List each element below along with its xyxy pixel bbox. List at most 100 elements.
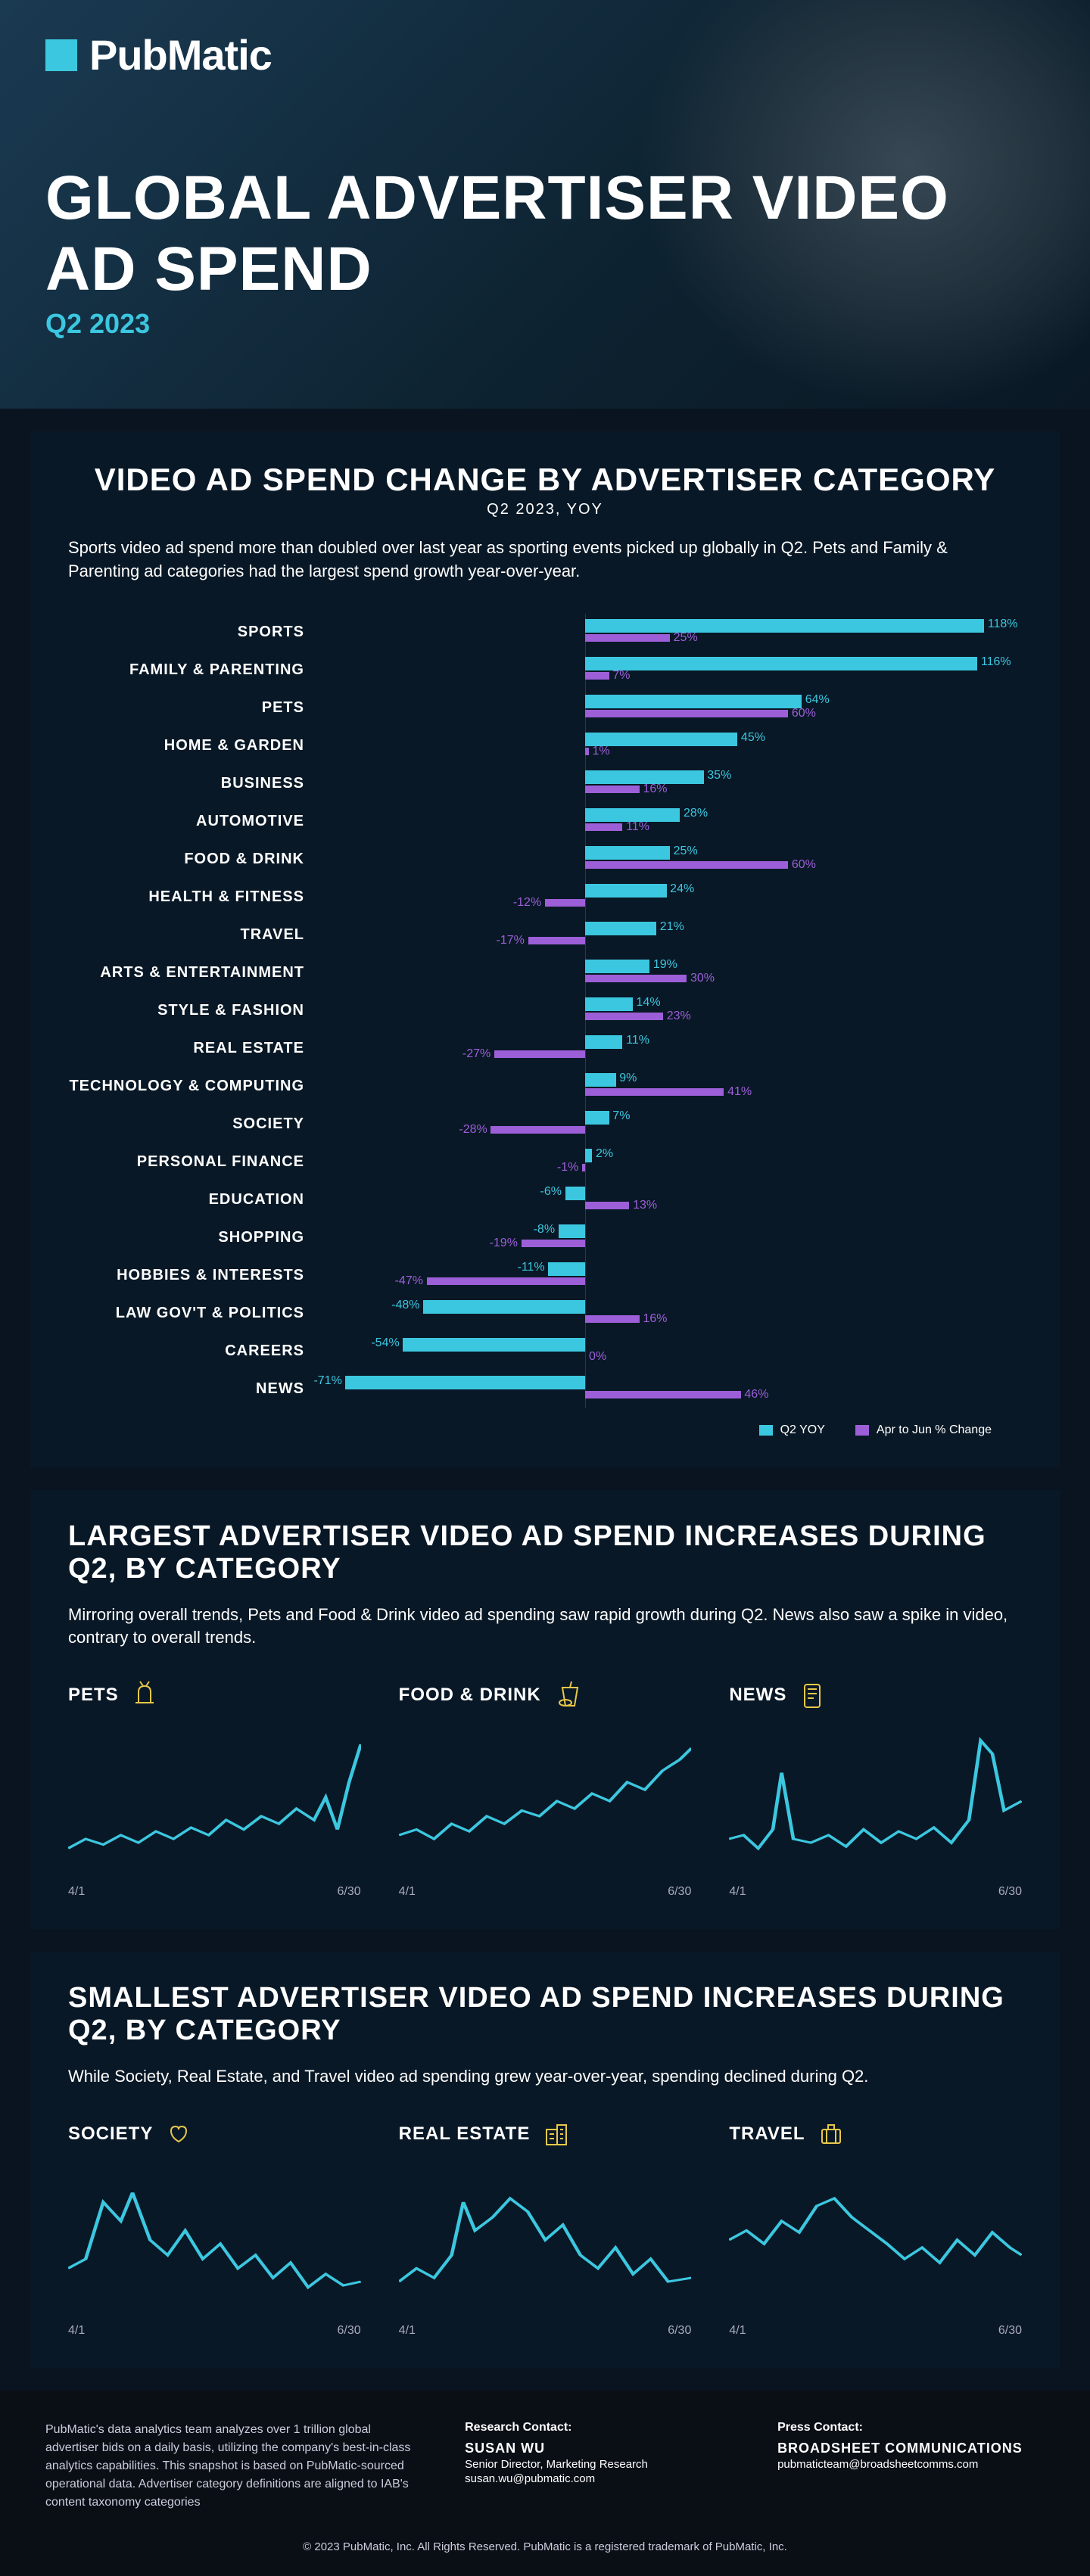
footer: PubMatic's data analytics team analyzes …	[0, 2391, 1090, 2527]
bar-value: 116%	[981, 655, 1011, 669]
bar-q	[585, 1315, 639, 1323]
bar-label: TRAVEL	[68, 926, 318, 944]
bar-value: 30%	[690, 972, 715, 985]
bar-value: -8%	[534, 1223, 555, 1237]
bar-q	[522, 1240, 586, 1247]
bar-label: AUTOMOTIVE	[68, 813, 318, 830]
bar-q	[494, 1050, 586, 1058]
bar-q	[585, 1088, 724, 1096]
bar-row: BUSINESS35%16%	[68, 765, 1022, 803]
bar-area: 24%-12%	[318, 879, 1022, 916]
bar-row: AUTOMOTIVE28%11%	[68, 803, 1022, 841]
sparkline: FOOD & DRINK 4/16/30	[399, 1680, 692, 1899]
bar-area: -6%13%	[318, 1181, 1022, 1219]
bar-chart-panel: VIDEO AD SPEND CHANGE BY ADVERTISER CATE…	[30, 431, 1060, 1467]
bar-q	[585, 823, 622, 831]
bar-row: NEWS-71%46%	[68, 1370, 1022, 1408]
bar-yoy	[585, 1073, 615, 1087]
bar-value: 25%	[674, 631, 698, 645]
bar-yoy	[403, 1338, 585, 1352]
sparkline-header: FOOD & DRINK	[399, 1680, 692, 1710]
bar-row: EDUCATION-6%13%	[68, 1181, 1022, 1219]
bar-value: 11%	[626, 1034, 649, 1047]
legend-swatch-cyan	[759, 1425, 773, 1436]
bar-label: HOME & GARDEN	[68, 737, 318, 754]
bar-chart-subtitle: Q2 2023, YOY	[68, 501, 1022, 518]
sparkline-dates: 4/16/30	[729, 2324, 1022, 2338]
logo: PubMatic	[45, 30, 1045, 79]
sparkline-dates: 4/16/30	[399, 1885, 692, 1899]
footer-press-name: BROADSHEET COMMUNICATIONS	[777, 2441, 1045, 2456]
building-icon	[540, 2119, 571, 2149]
footer-press: Press Contact: BROADSHEET COMMUNICATIONS…	[777, 2421, 1045, 2512]
legend-label-q: Apr to Jun % Change	[877, 1423, 992, 1437]
bar-value: 2%	[596, 1147, 613, 1161]
sparkline-name: TRAVEL	[729, 2123, 805, 2145]
bar-label: LAW GOV'T & POLITICS	[68, 1305, 318, 1322]
sparkline-header: REAL ESTATE	[399, 2119, 692, 2149]
bar-yoy	[548, 1262, 585, 1276]
bar-area: 45% 1%	[318, 727, 1022, 765]
bar-area: 64%60%	[318, 689, 1022, 727]
bar-q	[585, 975, 687, 982]
bar-value: 1%	[593, 745, 610, 758]
sparkline: PETS4/16/30	[68, 1680, 361, 1899]
bar-row: FOOD & DRINK25%60%	[68, 841, 1022, 879]
bar-value: -48%	[391, 1299, 419, 1312]
legend: Q2 YOY Apr to Jun % Change	[68, 1423, 1022, 1437]
bar-yoy	[585, 846, 670, 860]
bar-value: 41%	[727, 1085, 752, 1099]
sparkline: NEWS4/16/30	[729, 1680, 1022, 1899]
bar-label: PETS	[68, 699, 318, 717]
logo-text: PubMatic	[89, 30, 272, 79]
sparkline-header: TRAVEL	[729, 2119, 1022, 2149]
bar-value: 60%	[792, 707, 816, 720]
sparkline-row-largest: PETS4/16/30FOOD & DRINK4/16/30NEWS4/16/3…	[68, 1680, 1022, 1899]
bar-area: 2%-1%	[318, 1143, 1022, 1181]
bar-q	[585, 1391, 740, 1398]
bar-area: 7%-28%	[318, 1106, 1022, 1143]
bar-value: -17%	[497, 934, 525, 947]
bar-yoy	[585, 1035, 622, 1049]
bar-area: 19%30%	[318, 954, 1022, 992]
legend-item-yoy: Q2 YOY	[759, 1423, 825, 1437]
bar-row: SHOPPING-8%-19%	[68, 1219, 1022, 1257]
bar-yoy	[559, 1224, 586, 1238]
bar-row: HOBBIES & INTERESTS-11%-47%	[68, 1257, 1022, 1295]
bar-q	[427, 1277, 586, 1285]
bar-value: 7%	[612, 1109, 630, 1123]
bar-label: STYLE & FASHION	[68, 1002, 318, 1019]
footer-research-name: SUSAN WU	[465, 2441, 732, 2456]
bar-value: 45%	[741, 731, 765, 745]
bar-yoy	[585, 1111, 609, 1125]
bar-q	[585, 786, 639, 793]
sparkline-header: SOCIETY	[68, 2119, 361, 2149]
bar-value: 13%	[633, 1199, 657, 1212]
smallest-panel: SMALLEST ADVERTISER VIDEO AD SPEND INCRE…	[30, 1952, 1060, 2368]
bar-row: STYLE & FASHION14%23%	[68, 992, 1022, 1030]
bar-value: 16%	[643, 1312, 667, 1326]
bar-yoy	[585, 960, 649, 973]
bar-q	[585, 1202, 629, 1209]
sparkline-dates: 4/16/30	[729, 1885, 1022, 1899]
bar-value: 9%	[619, 1072, 637, 1085]
footer-research-email: susan.wu@pubmatic.com	[465, 2472, 732, 2485]
hero: PubMatic GLOBAL ADVERTISER VIDEO AD SPEN…	[0, 0, 1090, 409]
sparkline-name: PETS	[68, 1685, 119, 1706]
bar-row: TRAVEL21%-17%	[68, 916, 1022, 954]
bar-value: 23%	[667, 1010, 691, 1023]
largest-panel: LARGEST ADVERTISER VIDEO AD SPEND INCREA…	[30, 1490, 1060, 1930]
news-icon	[797, 1680, 827, 1710]
bar-yoy	[565, 1187, 586, 1200]
bar-q	[585, 748, 588, 755]
bar-q	[582, 1164, 585, 1171]
date-end: 6/30	[338, 2324, 361, 2338]
bar-row: SPORTS118%25%	[68, 614, 1022, 652]
logo-square-icon	[45, 39, 77, 71]
sparkline-header: PETS	[68, 1680, 361, 1710]
bar-area: 21%-17%	[318, 916, 1022, 954]
bar-row: CAREERS-54%0%	[68, 1333, 1022, 1370]
bar-label: REAL ESTATE	[68, 1040, 318, 1057]
bar-row: HEALTH & FITNESS24%-12%	[68, 879, 1022, 916]
bar-value: -11%	[517, 1261, 544, 1274]
